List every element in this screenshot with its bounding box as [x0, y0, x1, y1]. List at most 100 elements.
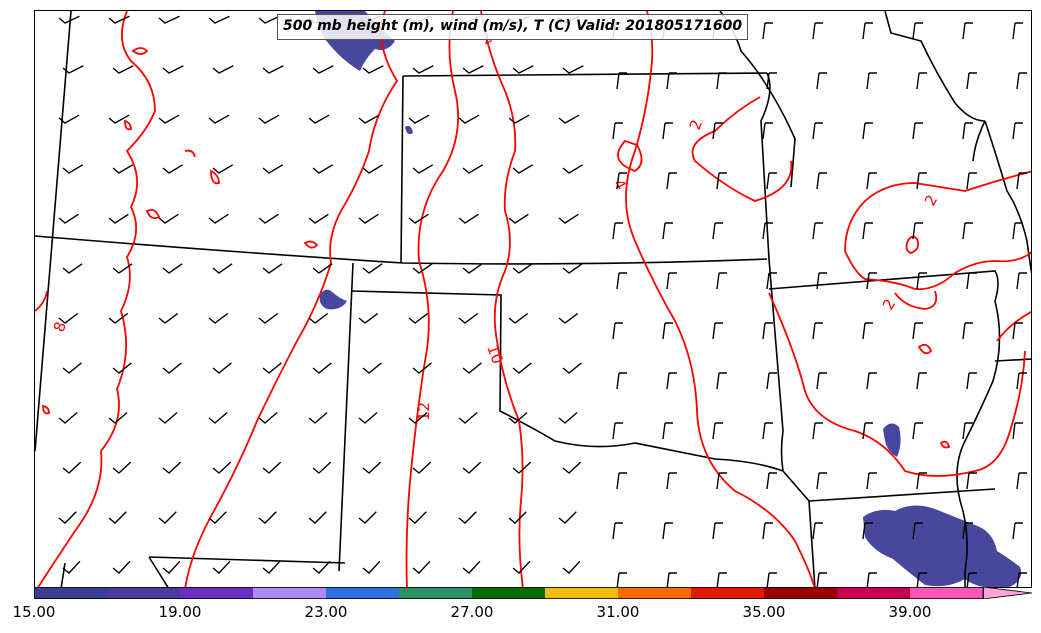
colorbar-tick-label: 23.00: [304, 603, 348, 621]
wind-barb: [1012, 322, 1023, 340]
wind-barb: [158, 114, 180, 124]
wind-barb: [812, 422, 823, 440]
wind-barb: [108, 15, 130, 24]
wind-barb: [666, 472, 677, 490]
wind-barb: [412, 164, 434, 174]
colorbar-segment: [399, 587, 473, 599]
wind-barb: [158, 15, 180, 24]
wind-barb: [916, 172, 927, 190]
wind-barb: [662, 122, 673, 140]
wind-barb: [162, 362, 182, 374]
wind-barb: [558, 312, 579, 324]
wind-barb: [962, 222, 973, 240]
wind-barb: [462, 560, 481, 574]
wind-barb: [816, 572, 827, 587]
wind-barb: [108, 411, 128, 424]
wind-barb: [966, 172, 977, 190]
colorbar-extend-arrow: [982, 587, 1032, 599]
wind-barb: [1016, 372, 1027, 390]
wind-barb: [666, 572, 677, 587]
wind-barb: [208, 213, 229, 224]
colorbar-segment: [253, 587, 327, 599]
colorbar-tick-label: 15.00: [12, 603, 56, 621]
wind-barb: [412, 560, 431, 574]
wind-barb: [362, 362, 382, 374]
wind-barb: [308, 411, 328, 424]
wind-barb: [558, 411, 578, 424]
wind-barb: [762, 322, 773, 340]
wind-barb: [962, 322, 973, 340]
wind-barb: [762, 222, 773, 240]
colorbar-segment: [326, 587, 400, 599]
wind-barb: [762, 522, 773, 540]
wind-barb: [108, 114, 130, 124]
colorbar-segment: [837, 587, 911, 599]
wind-barb: [912, 322, 923, 340]
wind-barb: [112, 362, 132, 374]
contour-label: 10: [483, 342, 506, 366]
wind-barb: [662, 222, 673, 240]
wind-barb: [458, 511, 477, 524]
wind-barb: [766, 372, 777, 390]
wind-barb: [762, 122, 773, 140]
wind-barb: [462, 164, 484, 174]
colorbar-segment: [34, 587, 108, 599]
wind-barb: [362, 65, 384, 74]
wind-barb: [362, 461, 382, 474]
wind-barb: [258, 15, 280, 24]
wind-barb: [312, 164, 334, 174]
wind-barb: [512, 560, 531, 574]
colorbar-segment: [180, 587, 254, 599]
wind-barb: [612, 222, 623, 240]
wind-barb: [562, 263, 583, 274]
wind-barb: [212, 362, 232, 374]
wind-barb: [212, 263, 233, 274]
wind-barb: [208, 411, 228, 424]
wind-barb: [508, 312, 529, 324]
wind-barb: [1016, 272, 1027, 290]
wind-barb: [362, 164, 384, 174]
wind-barb: [612, 322, 623, 340]
shade-area-west: [319, 289, 347, 310]
wind-barb: [262, 461, 282, 474]
wind-barb: [912, 222, 923, 240]
wind-barb: [962, 522, 973, 540]
wind-barb: [1012, 22, 1023, 40]
wind-barb: [162, 164, 184, 174]
wind-barb: [862, 222, 873, 240]
wind-barb: [262, 164, 284, 174]
wind-speed-shading: [315, 11, 1022, 587]
colorbar-tick-label: 19.00: [158, 603, 202, 621]
wind-barb: [866, 272, 877, 290]
wind-barb: [508, 213, 529, 224]
wind-barb: [258, 312, 279, 324]
wind-barb: [716, 272, 727, 290]
wind-barb: [112, 461, 132, 474]
wind-barb: [562, 362, 582, 374]
contour-label: 2: [879, 296, 899, 313]
wind-barb: [558, 213, 579, 224]
wind-barb: [1016, 172, 1027, 190]
wind-barb: [1012, 222, 1023, 240]
colorbar-tick-label: 35.00: [742, 603, 786, 621]
wind-barb: [258, 213, 279, 224]
colorbar-segment: [618, 587, 692, 599]
wind-barb: [462, 362, 482, 374]
wind-barb: [666, 372, 677, 390]
wind-barb: [716, 572, 727, 587]
wind-barb: [108, 213, 129, 224]
wind-barb: [108, 511, 127, 524]
wind-barb: [966, 72, 977, 90]
wind-barb: [816, 372, 827, 390]
colorbar-tick-label: 31.00: [596, 603, 640, 621]
wind-barb: [716, 172, 727, 190]
wind-barb: [812, 22, 823, 40]
wind-barb: [308, 511, 327, 524]
wind-barb: [162, 560, 181, 574]
wind-barb: [358, 312, 379, 324]
wind-barb: [358, 213, 379, 224]
map-panel: 2 2 4 2 2 8 10 12: [34, 10, 1032, 588]
wind-barb: [866, 72, 877, 90]
wind-barb: [58, 312, 79, 324]
wind-barb: [258, 511, 277, 524]
